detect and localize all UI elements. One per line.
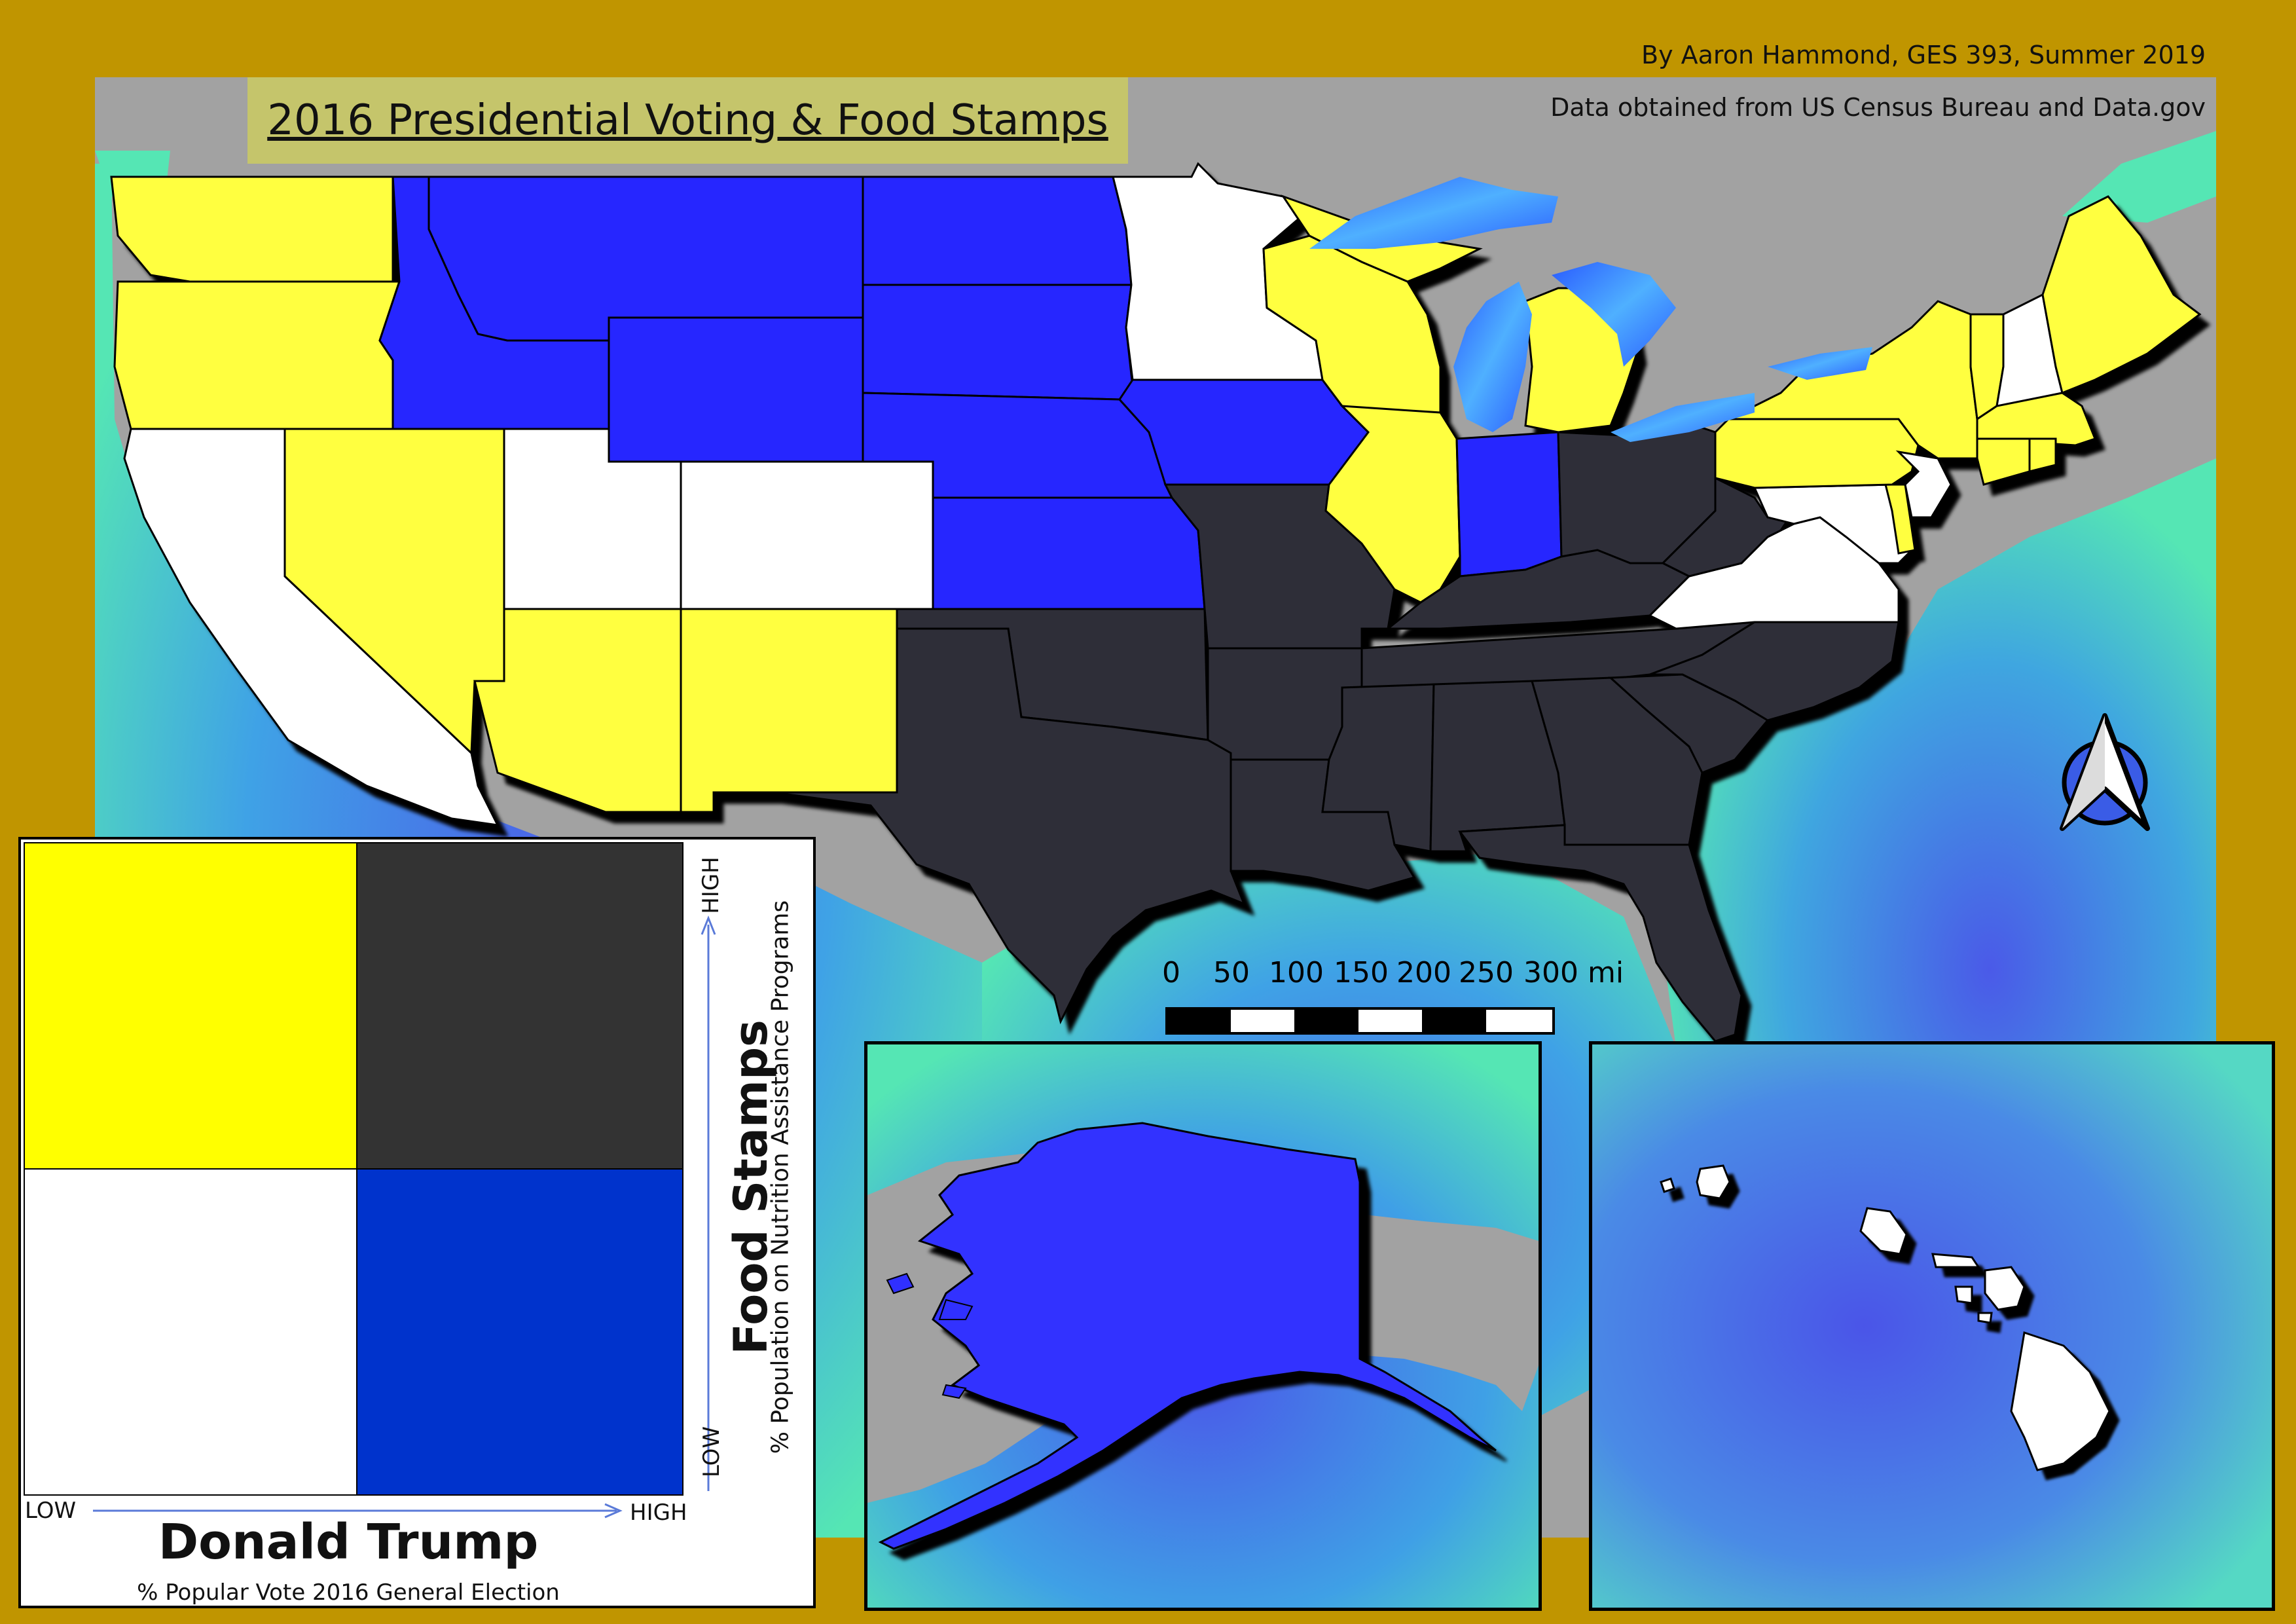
state-nj[interactable] <box>1895 450 1952 519</box>
state-nd[interactable] <box>862 175 1133 286</box>
page-title: 2016 Presidential Voting & Food Stamps <box>267 96 1108 145</box>
island-oahu[interactable] <box>1859 1207 1908 1255</box>
vertical-axis-arrow <box>701 915 716 1491</box>
state-pa[interactable] <box>1714 418 1920 489</box>
scale-label: 0 <box>1162 956 1180 989</box>
scale-label: 300 mi <box>1523 956 1624 989</box>
island-kauai[interactable] <box>1696 1164 1731 1200</box>
state-me[interactable] <box>2041 195 2202 395</box>
legend-cell-high-food-low-trump <box>24 842 357 1170</box>
horizontal-axis-subtitle: % Popular Vote 2016 General Election <box>137 1579 560 1606</box>
hawaii-islands <box>1660 1164 2111 1471</box>
contiguous-states <box>110 162 2202 1043</box>
state-in[interactable] <box>1455 431 1563 578</box>
alaska-map <box>867 1044 1539 1608</box>
scale-label: 150 <box>1334 956 1389 989</box>
island-maui[interactable] <box>1984 1266 2026 1311</box>
scale-label: 50 <box>1213 956 1250 989</box>
horizontal-low-label: LOW <box>25 1498 77 1524</box>
legend-cell-high-food-high-trump <box>356 842 683 1170</box>
state-ri[interactable] <box>2028 437 2057 473</box>
legend-cell-low-food-low-trump <box>24 1168 357 1496</box>
state-ct[interactable] <box>1976 437 2031 486</box>
island-niihau[interactable] <box>1660 1177 1675 1193</box>
scale-label: 250 <box>1459 956 1514 989</box>
state-wy[interactable] <box>608 316 864 463</box>
scale-bar-labels: 0 50 100 150 200 250 300 mi <box>1162 956 1624 995</box>
vertical-high-label: HIGH <box>697 857 724 914</box>
vertical-axis-subtitle: % Population on Nutrition Assistance Pro… <box>767 900 794 1454</box>
alaska-state[interactable] <box>878 1122 1497 1550</box>
island-hawaii[interactable] <box>2010 1331 2111 1471</box>
horizontal-high-label: HIGH <box>630 1500 687 1526</box>
island-molokai[interactable] <box>1931 1253 1980 1268</box>
state-sd[interactable] <box>862 284 1134 401</box>
state-wa[interactable] <box>110 175 394 283</box>
scale-label: 100 <box>1269 956 1324 989</box>
state-mt[interactable] <box>428 175 864 342</box>
hawaii-inset <box>1589 1041 2275 1611</box>
lake-huron <box>1552 262 1676 367</box>
great-lakes <box>1309 177 1872 442</box>
scale-bar <box>1165 1007 1555 1035</box>
horizontal-axis-arrow <box>93 1503 623 1519</box>
state-nc[interactable] <box>1649 621 1900 722</box>
state-nm[interactable] <box>680 608 898 813</box>
state-ky[interactable] <box>1385 549 1691 630</box>
alaska-inset <box>864 1041 1542 1611</box>
island-kahoolawe[interactable] <box>1977 1312 1993 1324</box>
lake-erie <box>1611 393 1755 442</box>
vertical-low-label: LOW <box>699 1426 725 1478</box>
lake-ontario <box>1768 347 1872 380</box>
state-az[interactable] <box>473 608 682 813</box>
state-ks[interactable] <box>932 496 1206 610</box>
author-credit: By Aaron Hammond, GES 393, Summer 2019 <box>1641 41 2206 69</box>
state-or[interactable] <box>113 280 401 430</box>
legend-cell-low-food-high-trump <box>356 1168 683 1496</box>
lake-michigan <box>1453 282 1532 432</box>
north-arrow-icon <box>2060 713 2150 831</box>
title-box <box>247 77 1128 164</box>
lake-superior <box>1309 177 1558 249</box>
state-tx[interactable] <box>772 627 1246 1025</box>
state-il[interactable] <box>1324 405 1461 604</box>
state-co[interactable] <box>680 460 934 610</box>
bivariate-legend: HIGH LOW Food Stamps % Population on Nut… <box>18 837 816 1608</box>
horizontal-axis-title: Donald Trump <box>158 1514 539 1570</box>
vertical-axis-subtitle-wrap: % Population on Nutrition Assistance Pro… <box>453 900 1108 1454</box>
hawaii-map <box>1592 1044 2272 1608</box>
source-credit: Data obtained from US Census Bureau and … <box>1550 93 2206 122</box>
scale-label: 200 <box>1396 956 1451 989</box>
island-lanai[interactable] <box>1954 1285 1973 1304</box>
